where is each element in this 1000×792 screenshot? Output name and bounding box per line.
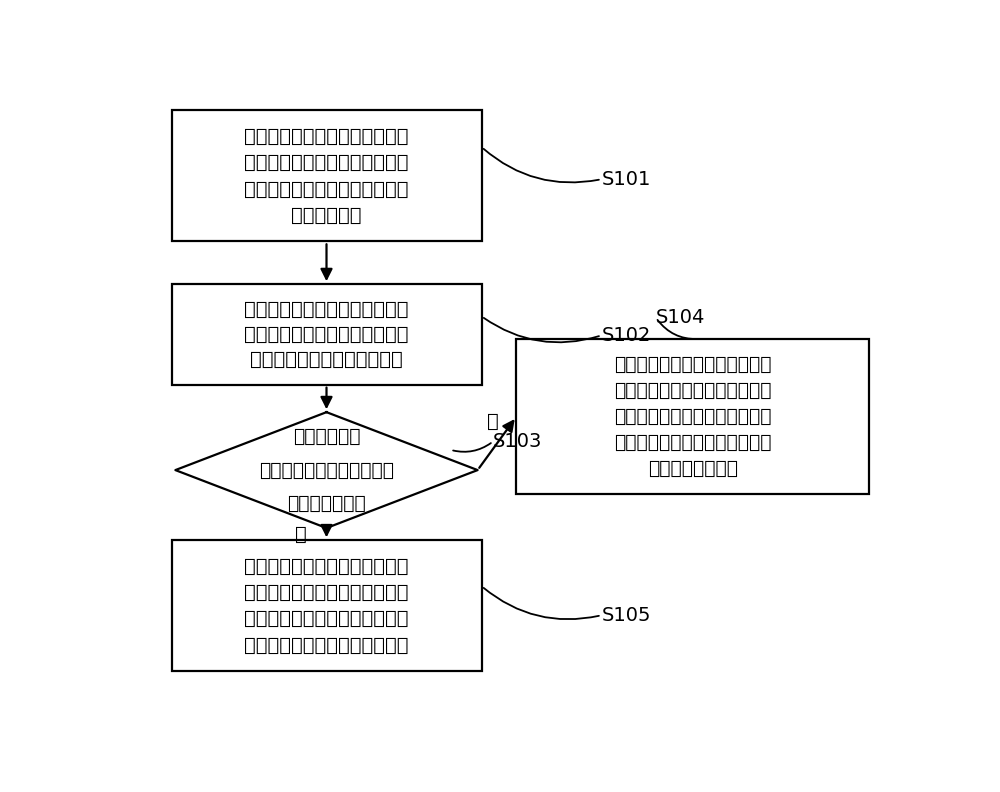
Text: 以页为单元建立字典，所述字典: 以页为单元建立字典，所述字典 [244, 127, 409, 146]
Text: 应的特征码以及所述页数据写入: 应的特征码以及所述页数据写入 [244, 180, 409, 199]
Text: 的物理页地址: 的物理页地址 [291, 206, 362, 225]
Text: 是: 是 [295, 524, 307, 543]
Text: S102: S102 [602, 326, 651, 345]
Text: 判断所述字典: 判断所述字典 [293, 427, 360, 446]
Text: 写入页数据存储至与所述逻辑地: 写入页数据存储至与所述逻辑地 [614, 433, 771, 452]
Text: 不执行所述写命令，将所述待写: 不执行所述写命令，将所述待写 [244, 557, 409, 576]
Text: 址对应的物理地址: 址对应的物理地址 [648, 459, 738, 478]
Text: 相同的特征码？: 相同的特征码？ [287, 494, 366, 513]
Text: 与所述待写入页数据具有相同特: 与所述待写入页数据具有相同特 [244, 609, 409, 628]
Bar [172, 110, 482, 242]
Text: 所述待写入页数据，即将所述待: 所述待写入页数据，即将所述待 [614, 407, 771, 426]
Text: 中是否存在与获取的特征码: 中是否存在与获取的特征码 [259, 461, 394, 480]
Bar [172, 540, 482, 672]
Bar [172, 284, 482, 385]
Text: S101: S101 [602, 169, 651, 188]
Text: 入页数据写入的逻辑页地址指向: 入页数据写入的逻辑页地址指向 [244, 583, 409, 602]
Text: 获取写命令，所述写命令包含有: 获取写命令，所述写命令包含有 [244, 299, 409, 318]
Text: S104: S104 [656, 308, 705, 327]
Text: 否: 否 [487, 412, 499, 431]
Text: 内记录有页数据、所述页数据对: 内记录有页数据、所述页数据对 [244, 153, 409, 172]
Text: 待写入页数据以及所述待写入页: 待写入页数据以及所述待写入页 [244, 325, 409, 344]
Bar [516, 339, 869, 494]
Text: S103: S103 [493, 432, 542, 451]
Text: 数据写入的逻辑页地址等信息: 数据写入的逻辑页地址等信息 [250, 350, 403, 369]
Text: 征码的页数据写入的物理页地址: 征码的页数据写入的物理页地址 [244, 636, 409, 655]
Text: S105: S105 [602, 606, 651, 625]
Text: 入页数据写入的逻辑页地址写入: 入页数据写入的逻辑页地址写入 [614, 381, 771, 400]
Text: 执行所述写命令，根据所述待写: 执行所述写命令，根据所述待写 [614, 356, 771, 375]
